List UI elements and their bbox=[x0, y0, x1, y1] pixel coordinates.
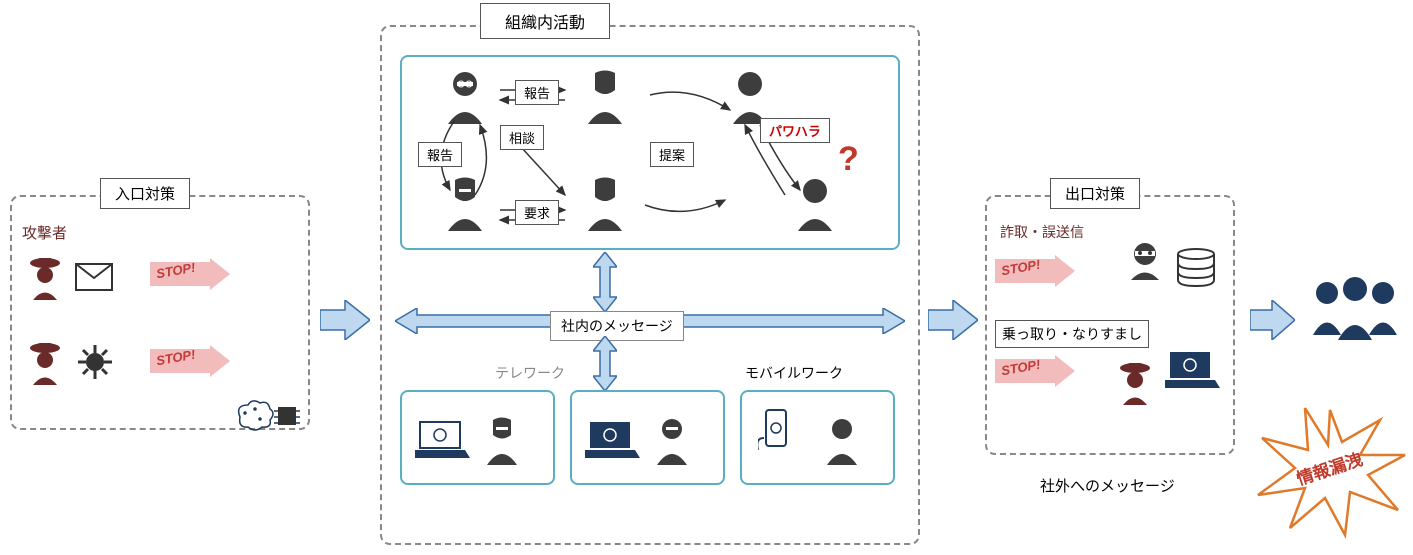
mobilework-label: モバイルワーク bbox=[745, 363, 843, 383]
flow-arrow-2 bbox=[928, 300, 978, 340]
work-person-3 bbox=[820, 415, 865, 465]
fraud-label: 詐取・誤送信 bbox=[1000, 222, 1084, 242]
hijack-label: 乗っ取り・なりすまし bbox=[995, 320, 1149, 348]
thief-icon bbox=[1125, 240, 1165, 285]
leak-starburst: 情報漏洩 bbox=[1250, 400, 1410, 545]
dbl-arrow-lower bbox=[593, 336, 617, 396]
people-group-icon bbox=[1305, 275, 1405, 350]
tag-report2: 報告 bbox=[418, 142, 462, 167]
exit-title: 出口対策 bbox=[1050, 178, 1140, 209]
laptop-icon-1 bbox=[415, 420, 470, 465]
stop-arrow-2: STOP! bbox=[150, 345, 230, 377]
laptop-icon-2 bbox=[585, 420, 640, 465]
tag-harassment: パワハラ bbox=[760, 118, 830, 143]
tag-request: 要求 bbox=[515, 200, 559, 225]
tag-consult: 相談 bbox=[500, 125, 544, 150]
stop-arrow-3: STOP! bbox=[995, 255, 1075, 287]
virus-icon bbox=[78, 345, 112, 384]
tag-propose: 提案 bbox=[650, 142, 694, 167]
work-person-2 bbox=[650, 415, 695, 465]
flow-arrow-3 bbox=[1250, 300, 1295, 340]
telework-label: テレワーク bbox=[495, 363, 565, 383]
tag-report1: 報告 bbox=[515, 80, 559, 105]
envelope-icon bbox=[75, 263, 113, 296]
org-title: 組織内活動 bbox=[480, 3, 610, 39]
flow-arrow-1 bbox=[320, 300, 370, 340]
spy-icon bbox=[25, 255, 65, 305]
work-person-1 bbox=[480, 415, 525, 465]
spy-icon-2 bbox=[25, 340, 65, 390]
laptop-icon-3 bbox=[1165, 350, 1220, 395]
database-icon bbox=[1175, 248, 1217, 293]
stop-arrow-1: STOP! bbox=[150, 258, 230, 290]
entrance-title: 入口対策 bbox=[100, 178, 190, 209]
outside-msg-label: 社外へのメッセージ bbox=[1040, 475, 1175, 496]
ai-chip-icon bbox=[230, 395, 300, 445]
question-mark: ? bbox=[838, 140, 859, 179]
phone-icon bbox=[758, 408, 796, 463]
spy-icon-3 bbox=[1115, 360, 1155, 410]
stop-arrow-4: STOP! bbox=[995, 355, 1075, 387]
attacker-label: 攻撃者 bbox=[22, 222, 67, 243]
